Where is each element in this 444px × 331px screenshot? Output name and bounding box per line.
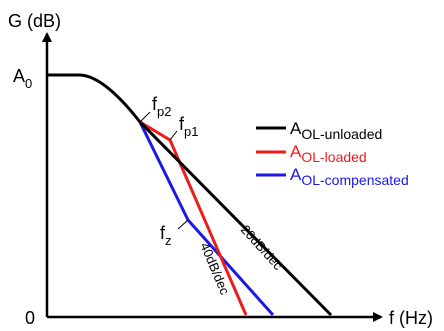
- origin-label: 0: [25, 308, 35, 328]
- x-axis-label: f (Hz): [389, 308, 433, 328]
- y-axis-label: G (dB): [8, 11, 61, 31]
- legend-loaded-label: AOL-loaded: [290, 142, 367, 165]
- unloaded-curve: [47, 73, 333, 317]
- fz-label: fz: [160, 223, 172, 248]
- legend-unloaded-label: AOL-unloaded: [290, 119, 382, 142]
- fp2-leader: [139, 111, 151, 123]
- fp2-label: fp2: [152, 94, 171, 119]
- legend: AOL-unloaded AOL-loaded AOL-compensated: [256, 119, 409, 188]
- a0-tick-label: A0: [13, 66, 32, 91]
- slope-20-label: 20dB/dec: [238, 222, 286, 273]
- legend-compensated-label: AOL-compensated: [290, 165, 409, 188]
- fz-leader: [177, 219, 189, 230]
- compensated-curve: [138, 121, 275, 317]
- fp1-label: fp1: [179, 114, 198, 139]
- fp1-leader: [169, 130, 178, 141]
